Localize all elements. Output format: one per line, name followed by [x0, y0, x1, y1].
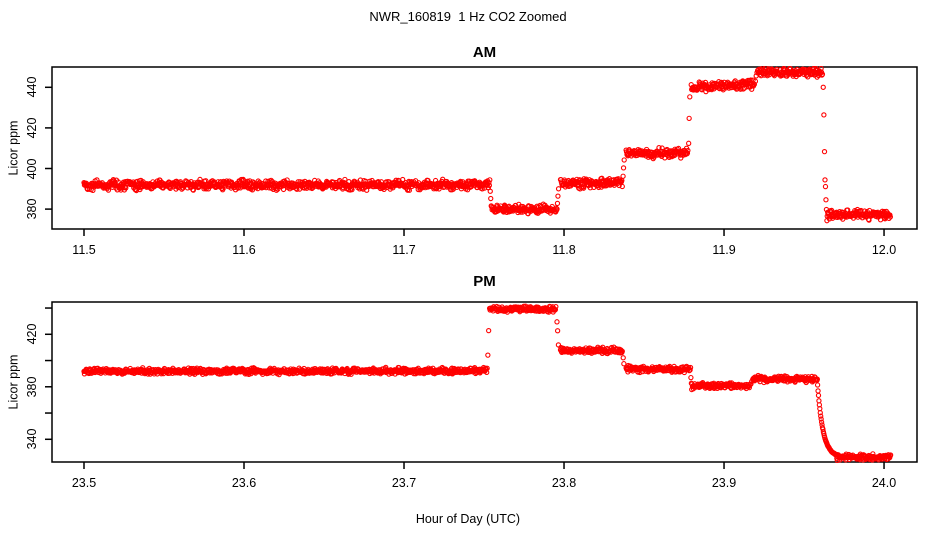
panel-title-am: AM	[472, 44, 497, 61]
pm-y-tick-label: 380	[25, 376, 39, 398]
am-x-tick-label: 11.8	[552, 243, 576, 257]
am-y-tick-label: 400	[25, 158, 39, 179]
am-x-tick-label: 11.7	[392, 243, 416, 257]
panel-title-pm: PM	[473, 273, 496, 290]
am-x-tick-label: 11.6	[232, 243, 256, 257]
pm-x-tick-label: 23.7	[391, 476, 417, 490]
am-x-tick-label: 11.9	[712, 243, 736, 257]
main-title: NWR_160819 1 Hz CO2 Zoomed	[369, 9, 567, 24]
am-y-tick-label: 420	[25, 117, 39, 139]
pm-y-tick-label: 340	[25, 428, 39, 450]
am-x-tick-label: 11.5	[72, 243, 96, 257]
x-axis-label: Hour of Day (UTC)	[415, 512, 521, 526]
pm-x-tick-label: 23.9	[711, 476, 737, 490]
pm-y-tick-label: 420	[25, 323, 39, 345]
pm-x-tick-label: 23.5	[71, 476, 97, 490]
am-x-tick-label: 12.0	[871, 243, 897, 257]
pm-x-tick-label: 24.0	[871, 476, 897, 490]
pm-x-tick-label: 23.6	[231, 476, 257, 490]
pm-x-tick-label: 23.8	[551, 476, 577, 490]
am-y-tick-label: 380	[25, 198, 39, 220]
am-y-tick-label: 440	[25, 76, 39, 98]
